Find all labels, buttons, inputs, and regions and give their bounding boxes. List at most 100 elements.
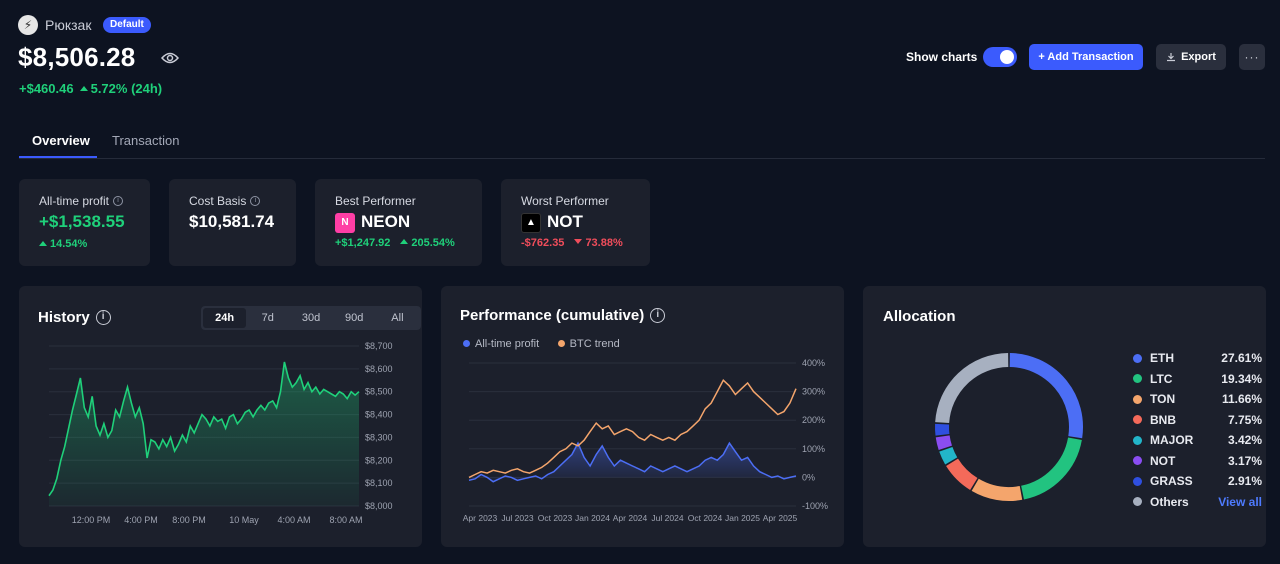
legend-dot: [1133, 456, 1142, 466]
range-7d[interactable]: 7d: [261, 312, 274, 324]
all-time-profit-sub: 14.54%: [39, 238, 150, 250]
info-icon[interactable]: i: [113, 196, 124, 206]
export-button[interactable]: Export: [1156, 44, 1226, 70]
y-tick-label: 300%: [802, 387, 825, 397]
x-tick-label: Jul 2023: [501, 513, 533, 523]
download-icon: [1167, 53, 1176, 62]
tab-transaction[interactable]: Transaction: [112, 133, 180, 148]
best-performer-sub: +$1,247.92 205.54%: [335, 237, 482, 249]
allocation-title: Allocation: [883, 308, 956, 325]
tab-overview[interactable]: Overview: [32, 133, 90, 148]
y-tick-label: 0%: [802, 472, 815, 482]
allocation-name: NOT: [1150, 453, 1176, 468]
allocation-percent: 3.42%: [1227, 433, 1262, 448]
not-coin-icon: ▲: [521, 212, 541, 233]
performance-chart[interactable]: 400% 300% 200% 100% 0% -100% Apr 2023 Jul 2023 O…: [441, 346, 844, 547]
donut-slice-eth[interactable]: [1009, 353, 1083, 439]
info-icon[interactable]: i: [95, 310, 111, 325]
donut-slice-bnb[interactable]: [946, 458, 978, 490]
x-tick-label: Jul 2024: [651, 513, 683, 523]
worst-performer-sub: -$762.35 73.88%: [521, 237, 650, 249]
allocation-item-ton[interactable]: TON 11.66%: [1133, 389, 1262, 410]
wallet-name: Рюкзак: [45, 17, 92, 33]
info-icon[interactable]: i: [650, 308, 666, 323]
worst-performer-title: Worst Performer: [521, 194, 609, 208]
profit-line: [468, 441, 797, 483]
best-performer-coin-row: N NEON: [335, 212, 482, 233]
y-tick-label: $8,100: [365, 478, 393, 488]
x-tick-label: Apr 2024: [613, 513, 648, 523]
y-tick-label: $8,300: [365, 432, 393, 442]
x-tick-label: 4:00 AM: [277, 515, 310, 525]
show-charts-label: Show charts: [906, 50, 978, 64]
allocation-percent: 3.17%: [1227, 453, 1262, 468]
active-tab-underline: [19, 156, 97, 158]
export-label: Export: [1181, 51, 1216, 63]
change-percent: 5.72% (24h): [90, 81, 163, 96]
allocation-item-not[interactable]: NOT 3.17%: [1133, 451, 1262, 472]
show-charts-toggle[interactable]: [983, 47, 1017, 67]
y-tick-label: 200%: [802, 415, 825, 425]
all-time-profit-title: All-time profit: [39, 194, 110, 208]
all-time-profit-card: All-time profit i +$1,538.55 14.54%: [19, 179, 150, 266]
info-icon[interactable]: i: [250, 196, 261, 206]
all-time-profit-pct-wrap: 14.54%: [39, 238, 87, 250]
neon-coin-icon: N: [335, 212, 355, 233]
history-range-selector: 24h 7d 30d 90d All: [201, 306, 421, 330]
toggle-knob: [1000, 50, 1014, 64]
cost-basis-card: Cost Basis i $10,581.74: [169, 179, 296, 266]
cost-basis-value: $10,581.74: [189, 212, 275, 231]
y-tick-label: $8,500: [365, 387, 393, 397]
legend-dot: [463, 340, 470, 347]
worst-performer-pct: 73.88%: [585, 236, 623, 249]
allocation-item-major[interactable]: MAJOR 3.42%: [1133, 430, 1262, 451]
allocation-item-bnb[interactable]: BNB 7.75%: [1133, 410, 1262, 431]
allocation-item-ltc[interactable]: LTC 19.34%: [1133, 369, 1262, 390]
history-area: [49, 362, 359, 506]
change-absolute: +$460.46: [19, 81, 74, 96]
allocation-item-eth[interactable]: ETH 27.61%: [1133, 348, 1262, 369]
view-all-link[interactable]: View all: [1218, 494, 1262, 509]
range-90d[interactable]: 90d: [345, 312, 364, 324]
tabs-divider: [19, 158, 1265, 159]
down-arrow-icon: [574, 239, 583, 245]
best-performer-abs: +$1,247.92: [335, 236, 391, 249]
legend-all-time-profit[interactable]: All-time profit: [463, 338, 539, 350]
history-chart[interactable]: $8,700 $8,600 $8,500 $8,400 $8,300 $8,200 $8,1…: [19, 336, 422, 547]
eye-icon[interactable]: [161, 51, 179, 65]
history-title-row: History i: [38, 309, 111, 326]
worst-performer-card: Worst Performer ▲ NOT -$762.35 73.88%: [501, 179, 650, 266]
range-30d[interactable]: 30d: [301, 312, 321, 324]
allocation-percent: 2.91%: [1227, 474, 1262, 489]
range-24h[interactable]: 24h: [203, 308, 247, 328]
allocation-percent: 27.61%: [1221, 351, 1262, 366]
best-performer-title: Best Performer: [335, 194, 416, 208]
best-performer-coin: NEON: [361, 212, 411, 231]
legend-btc-trend[interactable]: BTC trend: [557, 338, 620, 350]
default-badge: Default: [103, 17, 151, 33]
y-tick-label: 400%: [802, 358, 825, 368]
allocation-item-others[interactable]: Others View all: [1133, 492, 1262, 513]
legend-dot: [1133, 476, 1142, 486]
x-tick-label: 4:00 PM: [124, 515, 158, 525]
change-percent-wrap: 5.72% (24h): [79, 81, 163, 96]
x-tick-label: Oct 2023: [538, 513, 573, 523]
allocation-item-grass[interactable]: GRASS 2.91%: [1133, 471, 1262, 492]
donut-slice-major[interactable]: [939, 446, 958, 465]
donut-slice-not[interactable]: [935, 435, 953, 450]
y-tick-label: 100%: [802, 444, 825, 454]
donut-slice-ltc[interactable]: [1020, 437, 1082, 500]
allocation-percent: 11.66%: [1221, 392, 1262, 407]
allocation-percent: 19.34%: [1221, 371, 1262, 386]
profit-area: [469, 443, 796, 482]
more-options-button[interactable]: ···: [1239, 44, 1265, 70]
add-transaction-button[interactable]: + Add Transaction: [1029, 44, 1143, 70]
allocation-donut-chart[interactable]: [929, 347, 1089, 507]
best-performer-pct-wrap: 205.54%: [400, 237, 455, 249]
portfolio-change: +$460.46 5.72% (24h): [19, 81, 162, 96]
allocation-name: LTC: [1150, 371, 1173, 386]
donut-slice-others[interactable]: [935, 353, 1009, 424]
range-all[interactable]: All: [391, 312, 404, 324]
donut-slice-ton[interactable]: [971, 478, 1023, 501]
wallet-lightning-icon: ⚡: [18, 15, 38, 35]
